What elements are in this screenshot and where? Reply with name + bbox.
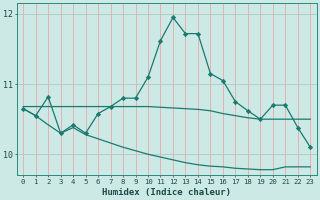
X-axis label: Humidex (Indice chaleur): Humidex (Indice chaleur)	[102, 188, 231, 197]
